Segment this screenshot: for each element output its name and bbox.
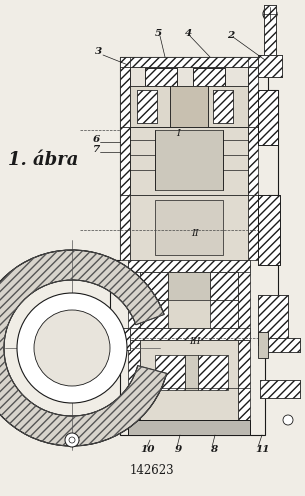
Bar xyxy=(114,328,130,350)
Text: 7: 7 xyxy=(93,145,100,154)
Circle shape xyxy=(69,437,75,443)
Circle shape xyxy=(283,415,293,425)
Bar xyxy=(260,380,300,398)
Circle shape xyxy=(226,423,234,431)
Circle shape xyxy=(186,423,194,431)
Bar xyxy=(120,195,130,260)
Circle shape xyxy=(146,423,154,431)
Bar xyxy=(258,90,278,145)
Wedge shape xyxy=(0,250,167,446)
Circle shape xyxy=(65,433,79,447)
Circle shape xyxy=(34,310,110,386)
Bar xyxy=(248,127,258,195)
Text: I: I xyxy=(176,128,180,137)
Circle shape xyxy=(263,7,277,21)
Text: 5: 5 xyxy=(155,28,162,38)
Bar xyxy=(168,272,210,300)
Text: 2: 2 xyxy=(227,30,234,40)
Bar xyxy=(128,340,140,430)
Bar xyxy=(265,338,300,352)
Bar xyxy=(258,295,288,345)
Bar xyxy=(258,55,282,77)
Bar xyxy=(213,90,233,123)
Bar xyxy=(128,420,250,435)
Bar xyxy=(145,68,177,86)
Bar xyxy=(120,127,130,195)
Bar xyxy=(128,260,250,272)
Bar xyxy=(130,67,248,127)
Bar xyxy=(140,300,168,328)
Bar xyxy=(155,355,185,390)
Bar xyxy=(130,195,248,260)
Bar xyxy=(258,195,280,265)
Circle shape xyxy=(17,293,127,403)
Bar xyxy=(128,328,250,340)
Bar xyxy=(140,340,238,420)
Bar xyxy=(210,300,238,328)
Bar xyxy=(130,86,248,127)
Bar xyxy=(193,68,225,86)
Bar xyxy=(130,57,248,67)
Text: 9: 9 xyxy=(175,445,182,454)
Bar xyxy=(185,355,198,390)
Bar xyxy=(264,5,276,60)
Bar xyxy=(258,90,278,145)
Text: 1. ábra: 1. ábra xyxy=(8,151,78,169)
Bar xyxy=(265,338,300,352)
Bar xyxy=(120,57,258,67)
Bar xyxy=(140,272,168,300)
Bar xyxy=(170,86,208,127)
Text: 6: 6 xyxy=(93,135,100,144)
Bar xyxy=(248,195,258,260)
Bar xyxy=(258,55,282,77)
Text: 11: 11 xyxy=(255,445,270,454)
Bar xyxy=(264,5,276,60)
Bar xyxy=(155,200,223,255)
Bar xyxy=(137,90,157,123)
Bar xyxy=(198,355,228,390)
Bar xyxy=(140,272,238,328)
Bar xyxy=(114,328,130,350)
Text: 10: 10 xyxy=(140,445,155,454)
Bar xyxy=(130,127,248,195)
Bar xyxy=(258,295,288,345)
Bar xyxy=(238,340,250,430)
Bar xyxy=(260,380,300,398)
Bar xyxy=(67,335,77,341)
Bar xyxy=(248,67,258,127)
Text: 3: 3 xyxy=(95,48,102,57)
Bar xyxy=(213,90,233,123)
Bar xyxy=(238,260,250,340)
Bar xyxy=(120,67,130,127)
Bar xyxy=(210,272,238,300)
Text: 142623: 142623 xyxy=(130,463,174,477)
Bar xyxy=(145,68,177,86)
Text: III: III xyxy=(189,336,201,346)
Bar xyxy=(137,90,157,123)
Bar xyxy=(193,68,225,86)
Bar xyxy=(128,260,140,340)
Text: IV: IV xyxy=(61,345,73,355)
Text: 4: 4 xyxy=(185,28,192,38)
Text: 8: 8 xyxy=(210,445,217,454)
Bar xyxy=(155,130,223,190)
Text: II: II xyxy=(191,229,199,238)
Bar xyxy=(258,195,280,265)
Bar xyxy=(128,420,250,435)
Bar xyxy=(258,332,268,358)
